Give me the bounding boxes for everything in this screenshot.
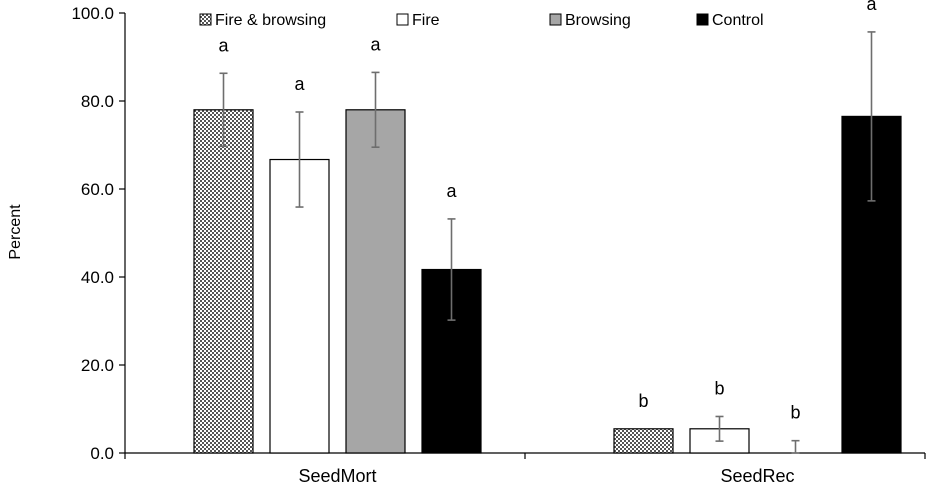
- legend-swatch: [696, 13, 709, 26]
- significance-letter: a: [370, 34, 381, 54]
- legend: Fire & browsing Fire Browsing Control: [199, 12, 764, 29]
- y-tick-label: 40.0: [81, 268, 114, 287]
- significance-letter: a: [218, 35, 229, 55]
- significance-letter: b: [790, 403, 800, 423]
- bar: [613, 428, 674, 454]
- significance-letter: b: [638, 391, 648, 411]
- legend-label: Fire & browsing: [215, 12, 326, 29]
- y-tick-label: 0.0: [90, 444, 114, 463]
- y-tick-label: 100.0: [71, 4, 114, 23]
- legend-label: Control: [712, 12, 764, 29]
- legend-swatch: [549, 13, 562, 26]
- y-tick-label: 60.0: [81, 180, 114, 199]
- bar: [269, 158, 330, 454]
- legend-label: Fire: [412, 12, 440, 29]
- y-tick-label: 80.0: [81, 92, 114, 111]
- significance-letter: b: [714, 378, 724, 398]
- y-axis-label: Percent: [7, 204, 24, 260]
- bar: [193, 109, 254, 454]
- axes: 0.0 20.0 40.0 60.0 80.0 100.0 SeedMort SeedRec: [71, 4, 926, 486]
- bar: [345, 109, 406, 454]
- legend-swatch: [199, 13, 212, 26]
- legend-label: Browsing: [565, 12, 631, 29]
- significance-letter: a: [294, 74, 305, 94]
- x-tick-label: SeedMort: [298, 466, 376, 486]
- x-tick-label: SeedRec: [720, 466, 794, 486]
- y-tick-label: 20.0: [81, 356, 114, 375]
- significance-letter: a: [866, 0, 877, 14]
- legend-swatch: [396, 13, 409, 26]
- significance-letter: a: [446, 181, 457, 201]
- bars: a b a b a b a a: [193, 0, 902, 454]
